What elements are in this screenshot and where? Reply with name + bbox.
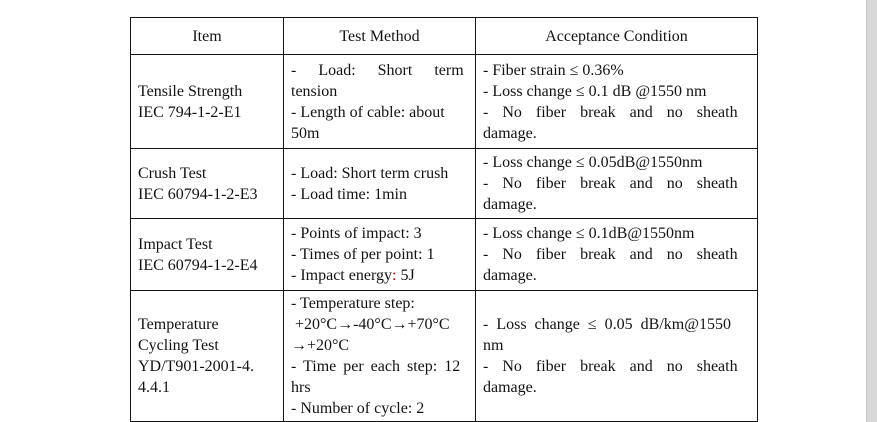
impact-energy-value: 5J xyxy=(396,267,415,284)
cell-acceptance-impact: - Loss change ≤ 0.1dB@1550nm - No fiber … xyxy=(475,218,758,291)
header-test-method: Test Method xyxy=(283,17,476,55)
cell-line: IEC 60794-1-2-E3 xyxy=(138,185,258,203)
table-row-tensile-strength: Tensile Strength IEC 794-1-2-E1 - Load: … xyxy=(130,54,758,149)
cell-line: - No fiber break and no sheath xyxy=(483,103,738,121)
cell-line: damage. xyxy=(483,267,537,284)
page-edge-strip xyxy=(866,0,877,422)
cell-acceptance-temperature: - Loss change ≤ 0.05 dB/km@1550 nm - No … xyxy=(475,290,758,422)
cell-line: +20°C→-40°C→+70°C xyxy=(291,316,450,333)
cell-method-impact: - Points of impact: 3 - Times of per poi… xyxy=(283,218,476,291)
table-row-crush-test: Crush Test IEC 60794-1-2-E3 - Load: Shor… xyxy=(130,148,758,219)
cell-method-crush: - Load: Short term crush - Load time: 1m… xyxy=(283,148,476,219)
header-acceptance-condition: Acceptance Condition xyxy=(475,17,758,55)
cell-line: Crush Test xyxy=(138,164,207,182)
cell-line: 50m xyxy=(291,124,320,142)
table-header-row: Item Test Method Acceptance Condition xyxy=(130,17,758,55)
cell-line: damage. xyxy=(483,379,537,396)
cell-line: - Fiber strain ≤ 0.36% xyxy=(483,61,624,79)
cell-line: - No fiber break and no sheath xyxy=(483,175,738,192)
cell-line: IEC 60794-1-2-E4 xyxy=(138,256,258,274)
cell-line: - Load: Short term xyxy=(291,61,464,79)
cell-line: tension xyxy=(291,82,338,100)
table-row-impact-test: Impact Test IEC 60794-1-2-E4 - Points of… xyxy=(130,218,758,291)
cell-line: - No fiber break and no sheath xyxy=(483,246,738,263)
cell-line: - Loss change ≤ 0.05 dB/km@1550 xyxy=(483,316,731,333)
cell-line: - Number of cycle: 2 xyxy=(291,400,425,417)
cell-line: hrs xyxy=(291,379,311,396)
cell-line: nm xyxy=(483,337,504,354)
cell-line: - Loss change ≤ 0.1 dB @1550 nm xyxy=(483,82,707,100)
cell-item-tensile: Tensile Strength IEC 794-1-2-E1 xyxy=(130,54,284,149)
cell-line: →+20°C xyxy=(291,337,350,354)
cell-line: - Load: Short term crush xyxy=(291,164,449,182)
cell-item-crush: Crush Test IEC 60794-1-2-E3 xyxy=(130,148,284,219)
cell-line: - No fiber break and no sheath xyxy=(483,358,738,375)
cell-line: damage. xyxy=(483,196,537,213)
cell-acceptance-tensile: - Fiber strain ≤ 0.36% - Loss change ≤ 0… xyxy=(475,54,758,149)
cell-line: damage. xyxy=(483,124,537,142)
cell-method-tensile: - Load: Short term tension - Length of c… xyxy=(283,54,476,149)
cell-line: - Loss change ≤ 0.1dB@1550nm xyxy=(483,225,695,242)
cell-line: Cycling Test xyxy=(138,337,219,354)
cell-line: YD/T901-2001-4. xyxy=(138,358,254,375)
cell-item-impact: Impact Test IEC 60794-1-2-E4 xyxy=(130,218,284,291)
cell-line: - Loss change ≤ 0.05dB@1550nm xyxy=(483,154,703,171)
cell-line: - Load time: 1min xyxy=(291,185,407,203)
cell-line: IEC 794-1-2-E1 xyxy=(138,103,242,121)
cell-line-impact-energy: - Impact energy: 5J xyxy=(291,265,471,286)
cell-method-temperature: - Temperature step: +20°C→-40°C→+70°C →+… xyxy=(283,290,476,422)
cell-line: - Temperature step: xyxy=(291,295,415,312)
cell-line: Tensile Strength xyxy=(138,82,243,100)
cell-line: Impact Test xyxy=(138,235,213,253)
cell-line: Temperature xyxy=(138,316,219,333)
cell-line: - Times of per point: 1 xyxy=(291,246,435,263)
spec-table: Item Test Method Acceptance Condition Te… xyxy=(130,17,758,422)
header-item: Item xyxy=(130,17,284,55)
table-row-temperature-cycling: Temperature Cycling Test YD/T901-2001-4.… xyxy=(130,290,758,422)
cell-line: - Points of impact: 3 xyxy=(291,225,422,242)
impact-energy-red-colon: : xyxy=(392,267,397,284)
cell-item-temperature: Temperature Cycling Test YD/T901-2001-4.… xyxy=(130,290,284,422)
cell-acceptance-crush: - Loss change ≤ 0.05dB@1550nm - No fiber… xyxy=(475,148,758,219)
impact-energy-text: - Impact energy xyxy=(291,267,392,284)
cell-line: - Time per each step: 12 xyxy=(291,358,461,375)
cell-line: - Length of cable: about xyxy=(291,103,445,121)
cell-line: 4.4.1 xyxy=(138,379,170,396)
